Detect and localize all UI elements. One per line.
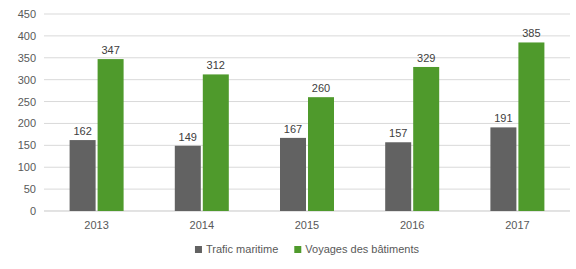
legend-label: Voyages des bâtiments xyxy=(305,243,419,255)
x-tick-label: 2017 xyxy=(505,219,529,231)
x-tick-label: 2015 xyxy=(295,219,319,231)
data-label: 260 xyxy=(312,82,330,94)
legend-swatch xyxy=(195,246,202,253)
data-label: 385 xyxy=(522,27,540,39)
grid-line xyxy=(44,57,570,58)
y-tick-label: 0 xyxy=(30,205,36,217)
data-label: 312 xyxy=(207,59,225,71)
y-tick-label: 300 xyxy=(18,74,36,86)
legend: Trafic maritime Voyages des bâtiments xyxy=(195,243,420,255)
bar xyxy=(280,138,306,211)
bars xyxy=(70,42,545,211)
data-label: 157 xyxy=(389,127,407,139)
y-tick-label: 250 xyxy=(18,96,36,108)
bar xyxy=(98,59,124,211)
bar xyxy=(308,97,334,211)
chart-svg: 0501001502002503003504004501623471493121… xyxy=(0,0,576,269)
data-label: 162 xyxy=(73,125,91,137)
legend-swatch xyxy=(294,246,301,253)
data-label: 347 xyxy=(101,44,119,56)
bar xyxy=(175,146,201,211)
grid xyxy=(44,14,570,211)
bar xyxy=(490,127,516,211)
x-tick-label: 2013 xyxy=(84,219,108,231)
bar xyxy=(203,74,229,211)
y-tick-label: 200 xyxy=(18,117,36,129)
y-tick-label: 350 xyxy=(18,52,36,64)
y-tick-label: 150 xyxy=(18,139,36,151)
data-labels: 162 347 149 312 167 260 157 329 191 385 xyxy=(73,27,540,142)
y-tick-label: 450 xyxy=(18,8,36,20)
y-tick-label: 100 xyxy=(18,161,36,173)
grid-line xyxy=(44,14,570,15)
bar xyxy=(413,67,439,211)
y-tick-label: 400 xyxy=(18,30,36,42)
grid-line xyxy=(44,35,570,36)
legend-label: Trafic maritime xyxy=(206,243,278,255)
y-tick-label: 50 xyxy=(24,183,36,195)
data-label: 191 xyxy=(494,112,512,124)
bar xyxy=(385,142,411,211)
x-tick-label: 2014 xyxy=(190,219,214,231)
bar xyxy=(518,42,544,211)
x-tick-label: 2016 xyxy=(400,219,424,231)
data-label: 149 xyxy=(179,131,197,143)
data-label: 329 xyxy=(417,52,435,64)
chart-container: 0501001502002503003504004501623471493121… xyxy=(0,0,576,269)
data-label: 167 xyxy=(284,123,302,135)
bar xyxy=(70,140,96,211)
